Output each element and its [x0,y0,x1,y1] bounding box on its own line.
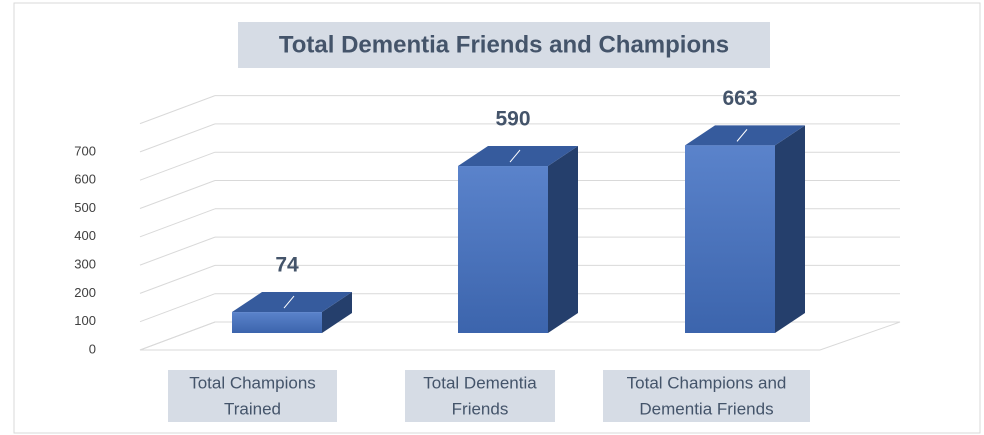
x-tick-label: Total Champions [189,373,316,392]
grid-line [139,293,216,323]
y-tick-label: 700 [74,143,96,158]
bar-front-shade [232,312,322,333]
bar-side [548,146,578,333]
grid-line [139,123,216,153]
y-tick-label: 0 [89,341,96,356]
y-tick-label: 600 [74,172,96,187]
bar [685,125,805,333]
x-tick-label: Total Champions and [627,373,787,392]
leader-line [283,295,295,309]
value-label: 590 [495,108,530,131]
grid-line [139,180,216,209]
category-box [168,370,337,422]
bar-side [322,292,352,333]
leader-line [736,129,748,142]
grid-line [139,95,216,125]
grid-line [139,264,216,294]
grid-line [139,321,216,351]
y-tick-label: 500 [74,200,96,215]
bar-top [458,146,578,167]
grid-line [139,208,216,238]
value-label: 663 [722,87,757,110]
grid-line [139,236,216,266]
leader-line [509,149,521,163]
bar-side [775,125,805,333]
category-box [603,370,810,422]
x-tick-label: Total Dementia [423,373,537,392]
bar-front-shade [685,145,775,333]
title-box [238,22,770,68]
grid-line [139,151,216,181]
y-tick-label: 200 [74,285,96,300]
y-tick-label: 300 [74,257,96,272]
chart-border [13,2,981,434]
bar-front-shade [458,166,548,333]
bar [232,292,352,333]
bar [458,146,578,333]
value-label: 74 [275,254,299,277]
category-box [405,370,555,422]
y-tick-label: 100 [74,313,96,328]
bar-top [685,125,805,146]
x-tick-label: Trained [224,399,281,418]
chart-title: Total Dementia Friends and Champions [279,31,729,58]
x-tick-label: Dementia Friends [639,399,773,418]
bar-top [232,292,352,313]
x-tick-label: Friends [452,399,509,418]
y-tick-label: 400 [74,228,96,243]
